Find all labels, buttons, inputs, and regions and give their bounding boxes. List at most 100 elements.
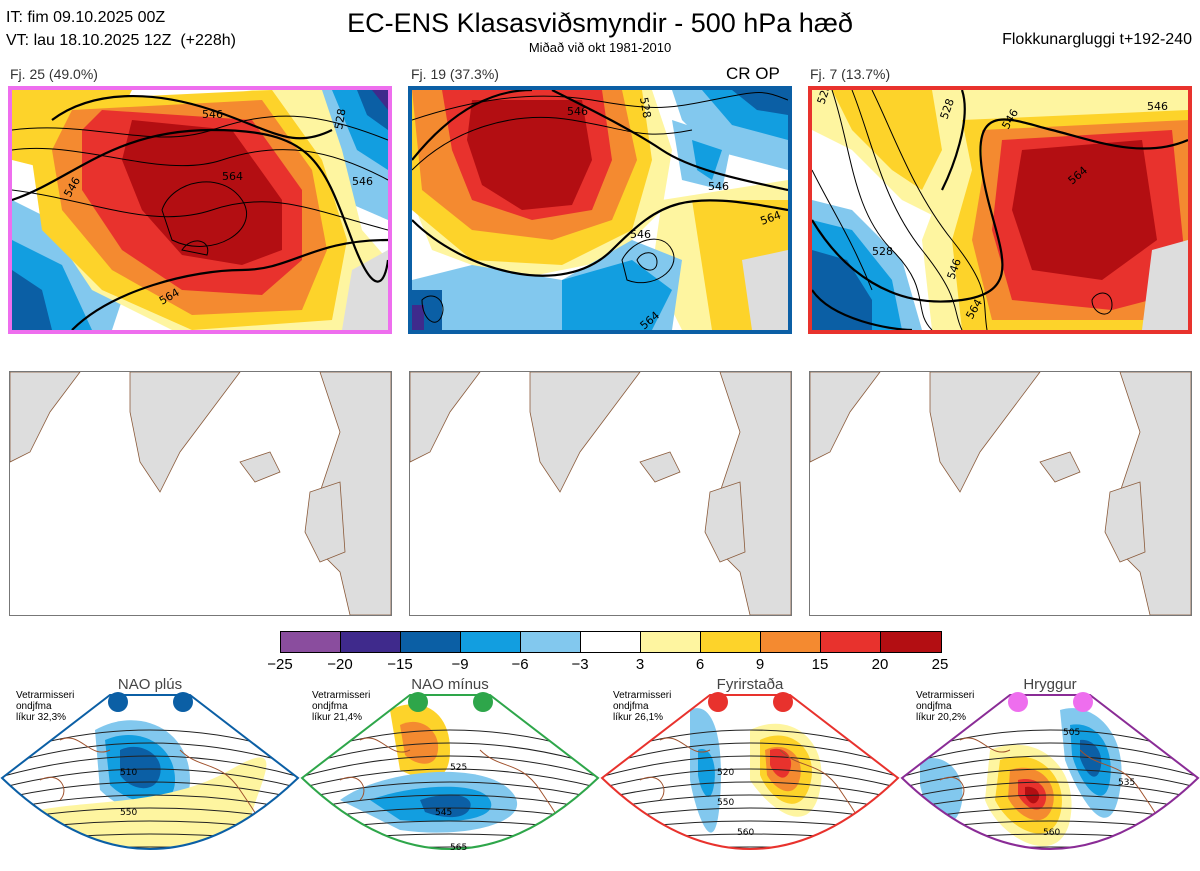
regime-contour-label: 520 [717, 768, 734, 778]
regime-note-line: ondjfma [312, 701, 348, 712]
regime-pattern-map: 510 550 [0, 694, 300, 850]
regime-title: NAO plús [117, 676, 183, 693]
regime-contour-label: 505 [1063, 728, 1080, 738]
regime-marker-dot [108, 692, 128, 712]
contour-label: 528 [332, 108, 348, 131]
contour-label: 546 [352, 175, 373, 188]
classification-window: Flokkunargluggi t+192-240 [1002, 31, 1192, 48]
page-title: EC-ENS Klasasviðsmyndir - 500 hPa hæð [347, 8, 853, 38]
cluster-3-secondary-map [809, 371, 1192, 616]
regime-probability-note: Vetrarmisseri ondjfma líkur 32,3% [16, 690, 74, 723]
colorbar-swatch [641, 632, 701, 652]
cluster-2-anomaly-field: 546 528 546 546 564 564 [412, 90, 788, 330]
regime-note-line: líkur 26,1% [613, 712, 664, 723]
regime-note-line: Vetrarmisseri [916, 690, 975, 701]
colorbar-tick-label: −20 [327, 656, 353, 673]
colorbar-tick-label: 3 [635, 656, 645, 673]
regime-border [900, 694, 1200, 850]
regime-contour-label: 560 [737, 828, 754, 838]
colorbar-tick-label: −3 [571, 656, 589, 673]
regime-note-line: líkur 20,2% [916, 712, 967, 723]
regime-contour-label: 545 [435, 808, 452, 818]
colorbar-swatch [401, 632, 461, 652]
regime-contour-label: 565 [450, 843, 467, 853]
cluster-1-anomaly-field: 546 564 546 528 546 564 [12, 90, 388, 330]
coastline-map [810, 372, 1191, 615]
colorbar-tick-label: −15 [387, 656, 413, 673]
control-operational-tag: CR OP [726, 64, 780, 83]
regime-border [600, 694, 900, 850]
valid-time: VT: lau 18.10.2025 12Z (+228h) [6, 32, 236, 49]
colorbar-tick-label: 25 [931, 656, 949, 673]
regime-pattern-map: 520 550 560 [600, 694, 900, 850]
regime-border [0, 694, 300, 850]
regime-probability-note: Vetrarmisseri ondjfma líkur 26,1% [613, 690, 671, 723]
regime-probability-note: Vetrarmisseri ondjfma líkur 21,4% [312, 690, 370, 723]
regime-marker-dot [773, 692, 793, 712]
regime-note-line: ondjfma [916, 701, 952, 712]
colorbar-tick-label: 20 [871, 656, 889, 673]
colorbar-swatch [521, 632, 581, 652]
coastline-map [410, 372, 791, 615]
contour-label: 546 [630, 228, 651, 241]
initial-time: IT: fim 09.10.2025 00Z [6, 9, 166, 26]
colorbar-swatch [281, 632, 341, 652]
regime-contour-label: 550 [120, 808, 137, 818]
colorbar-swatch [461, 632, 521, 652]
regime-marker-dot [708, 692, 728, 712]
colorbar-swatch [821, 632, 881, 652]
cluster-3-caption: Fj. 7 (13.7%) [810, 66, 891, 82]
colorbar-tick-label: 9 [755, 656, 765, 673]
contour-label: 528 [872, 245, 893, 258]
regime-marker-dot [408, 692, 428, 712]
regime-note-line: ondjfma [16, 701, 52, 712]
regime-note-line: líkur 32,3% [16, 712, 67, 723]
colorbar-tick-label: −25 [267, 656, 293, 673]
regime-contour-label: 525 [450, 763, 467, 773]
contour-label: 546 [708, 180, 729, 193]
colorbar-swatch [341, 632, 401, 652]
colorbar-swatch [761, 632, 821, 652]
regime-note-line: Vetrarmisseri [312, 690, 371, 701]
regime-note-line: Vetrarmisseri [613, 690, 672, 701]
regime-contour-label: 535 [1118, 778, 1135, 788]
cluster-1-secondary-map [9, 371, 392, 616]
contour-label: 528 [637, 96, 653, 119]
coastline-map [10, 372, 391, 615]
regime-note-line: líkur 21,4% [312, 712, 363, 723]
colorbar-tick-label: −6 [511, 656, 529, 673]
contour-label: 564 [222, 170, 243, 183]
colorbar-tick-label: 15 [811, 656, 829, 673]
regime-probability-note: Vetrarmisseri ondjfma líkur 20,2% [916, 690, 974, 723]
cluster-3-map: 528 528 546 546 564 564 528 546 [808, 86, 1192, 334]
colorbar-tick-label: 6 [695, 656, 705, 673]
colorbar-tick-label: −9 [451, 656, 469, 673]
cluster-1-caption: Fj. 25 (49.0%) [10, 66, 98, 82]
regime-contour-label: 510 [120, 768, 137, 778]
regime-marker-dot [1073, 692, 1093, 712]
colorbar-swatch [581, 632, 641, 652]
colorbar-swatch [881, 632, 941, 652]
contour-label: 546 [567, 105, 588, 118]
regime-contour-label: 560 [1043, 828, 1060, 838]
regime-pattern-map: 525 545 565 [300, 694, 600, 853]
cluster-2-caption: Fj. 19 (37.3%) [411, 66, 499, 82]
anomaly-colorbar [280, 631, 942, 653]
cluster-2-secondary-map [409, 371, 792, 616]
cluster-3-anomaly-field: 528 528 546 546 564 564 528 546 [812, 90, 1188, 330]
regime-pattern-map: 505 535 560 [900, 694, 1200, 850]
colorbar-swatch [701, 632, 761, 652]
regime-border [300, 694, 600, 850]
regime-title: Hryggur [1023, 676, 1077, 693]
regime-note-line: ondjfma [613, 701, 649, 712]
regime-note-line: Vetrarmisseri [16, 690, 75, 701]
regime-marker-dot [473, 692, 493, 712]
regime-marker-dot [173, 692, 193, 712]
cluster-1-map: 546 564 546 528 546 564 [8, 86, 392, 334]
cluster-2-map: 546 528 546 546 564 564 [408, 86, 792, 334]
page-subtitle: Miðað við okt 1981-2010 [528, 40, 672, 55]
regime-title: Fyrirstaða [716, 676, 784, 693]
contour-label: 546 [1147, 100, 1168, 113]
contour-label: 546 [202, 108, 223, 121]
regime-contour-label: 550 [717, 798, 734, 808]
